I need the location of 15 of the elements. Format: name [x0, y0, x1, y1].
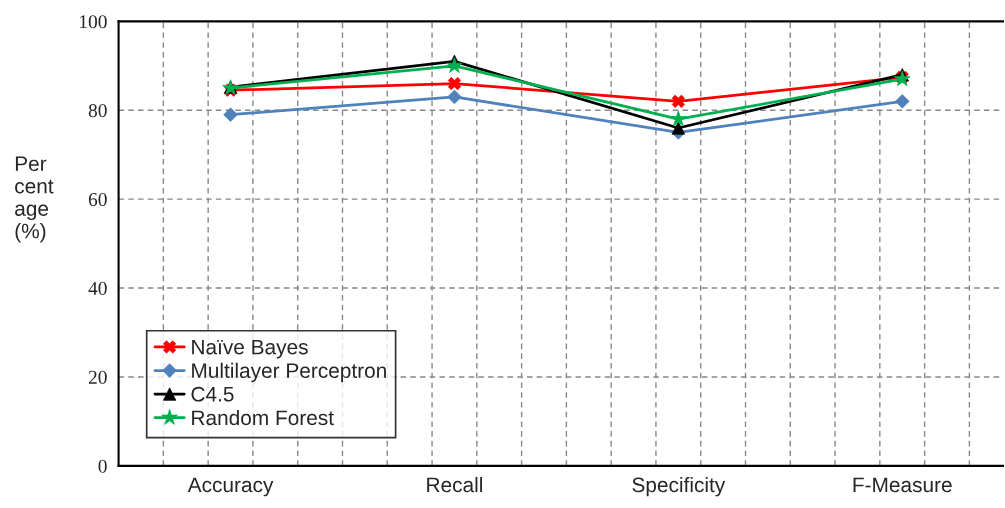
x-tick-label: F-Measure: [853, 477, 952, 493]
legend-label: C4.5: [191, 386, 234, 402]
y-tick-label: 60: [88, 192, 107, 207]
y-tick-label: 20: [88, 370, 107, 384]
x-tick-label: Specificity: [632, 476, 726, 497]
y-tick-label: 40: [88, 281, 107, 295]
y-tick-label: 100: [80, 15, 107, 29]
legend-label: Multilayer Perceptron: [192, 362, 386, 383]
x-tick-label: Accuracy: [187, 477, 274, 497]
legend-label: Random Forest: [192, 409, 334, 426]
y-axis-title: Per cent age (%): [15, 156, 54, 243]
x-tick-label: Recall: [427, 476, 482, 493]
y-tick-label: 0: [98, 459, 107, 473]
legend-label: Naïve Bayes: [192, 339, 308, 359]
y-tick-label: 80: [88, 104, 107, 118]
